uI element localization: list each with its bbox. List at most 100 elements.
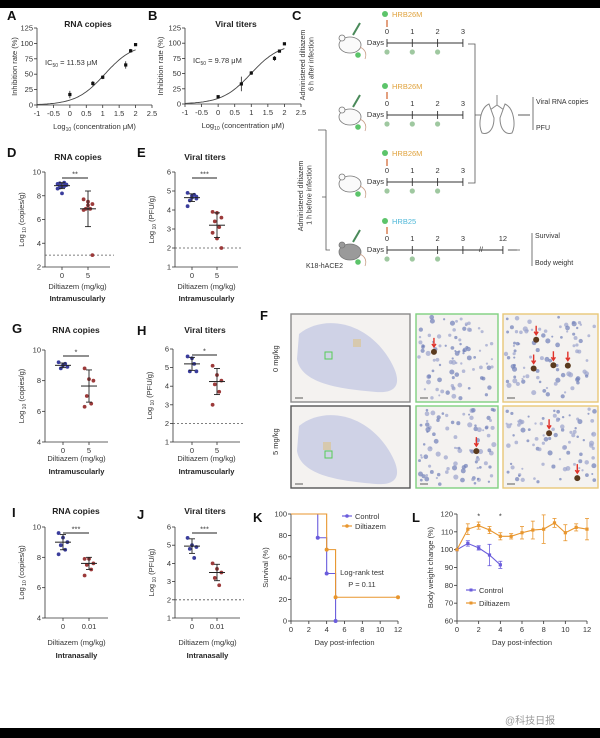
x-tick-label: 5 [87, 446, 91, 455]
yellow-roi-box [353, 339, 361, 347]
data-point [91, 81, 95, 86]
cell-nucleus [457, 448, 463, 454]
cell-nucleus [505, 409, 509, 413]
x-tick-label: 6 [520, 625, 524, 634]
y-axis-label-part: (copies/g) [17, 545, 26, 581]
cell-nucleus [490, 358, 493, 361]
cell-nucleus [487, 385, 492, 390]
cell-nucleus [435, 387, 439, 392]
cell-nucleus [425, 408, 429, 412]
mouse-icon [338, 229, 367, 267]
data-point [84, 563, 89, 567]
drug-dose-icon [409, 49, 415, 55]
ic50-annotation-part: IC [193, 56, 201, 65]
x-tick-label: -0.5 [47, 109, 60, 118]
significance-stars: * [203, 347, 206, 356]
chart-title: RNA copies [64, 19, 112, 29]
legend-label: Diltiazem [479, 599, 510, 608]
data-point [210, 230, 215, 235]
y-tick-label: 110 [441, 527, 453, 536]
chart-title: RNA copies [52, 506, 100, 516]
cell-nucleus [488, 465, 492, 469]
legend-label: Control [479, 586, 504, 595]
cell-nucleus [581, 469, 584, 472]
cell-nucleus [505, 379, 510, 384]
cell-nucleus [455, 319, 458, 323]
cell-nucleus [459, 342, 462, 346]
data-point [56, 531, 61, 535]
cell-nucleus [558, 325, 562, 329]
cell-nucleus [521, 377, 524, 380]
y-axis-label: Inhibition rate (%) [10, 37, 19, 96]
significance-star: * [499, 511, 502, 520]
cell-nucleus [538, 327, 542, 331]
cell-nucleus [451, 465, 458, 471]
cell-nucleus [460, 477, 465, 483]
data-point [509, 534, 513, 538]
chart-title: RNA copies [52, 325, 100, 335]
cell-nucleus [441, 412, 445, 415]
day-label: 2 [436, 166, 440, 175]
y-tick-label: 125 [20, 24, 33, 33]
cell-nucleus [426, 430, 429, 433]
cell-nucleus [541, 333, 546, 338]
x-tick-label: 1.5 [114, 109, 124, 118]
day-label: 3 [461, 234, 465, 243]
panel-f-histology: F 0 mg/kg 5 mg/kg [260, 308, 599, 489]
y-tick-label: 70 [445, 599, 453, 608]
cell-nucleus [556, 417, 560, 421]
day-label: 1 [410, 27, 414, 36]
panel-j: J Viral titers 1 2 3 4 5 6 0 0.01 Diltiazem (mg/kg… [137, 506, 244, 660]
cell-nucleus [506, 470, 510, 474]
red-arrow-icon [565, 351, 571, 362]
chart-title: Viral titers [184, 506, 226, 516]
cell-nucleus [525, 374, 530, 379]
data-point [82, 404, 87, 409]
cell-nucleus [536, 480, 540, 484]
cell-nucleus [454, 372, 460, 377]
x-tick-label: 4 [325, 625, 329, 634]
cell-nucleus [428, 464, 432, 468]
lung-icon [479, 95, 515, 134]
y-axis-label: Log 10 (copies/g) [17, 545, 28, 600]
cell-nucleus [560, 428, 565, 432]
cell-nucleus [486, 433, 491, 438]
data-point [210, 363, 215, 368]
cell-nucleus [526, 439, 530, 443]
x-tick-label: 0.01 [82, 622, 97, 631]
cell-nucleus [450, 346, 455, 350]
y-tick-label: 5 [167, 187, 171, 196]
drug-dose-icon [384, 121, 390, 127]
cell-nucleus [438, 482, 442, 486]
strain-label: HRB25 [392, 217, 416, 226]
virus-icon [382, 218, 388, 224]
cell-nucleus [559, 477, 562, 481]
cell-nucleus [521, 379, 526, 384]
row-label-0mg: 0 mg/kg [271, 345, 280, 372]
cell-nucleus [460, 468, 466, 474]
data-point [487, 528, 492, 532]
data-point [82, 556, 87, 561]
data-point [466, 527, 470, 531]
cell-nucleus [471, 477, 475, 482]
x-tick-label: 1 [249, 108, 253, 117]
cell-nucleus [419, 423, 423, 427]
data-point [57, 181, 62, 186]
route-label: Intranasally [187, 651, 230, 660]
y-tick-label: 100 [440, 545, 453, 554]
y-tick-label: 90 [445, 563, 453, 572]
y-tick-label: 75 [173, 54, 181, 63]
y-tick-label: 80 [445, 581, 453, 590]
cell-nucleus [432, 432, 436, 437]
cell-nucleus [536, 375, 540, 380]
data-point [124, 63, 128, 67]
cell-nucleus [425, 474, 429, 477]
ic50-annotation-part: = 9.78 μM [206, 56, 242, 65]
x-tick-label: 8 [360, 625, 364, 634]
panel-b: B Viral titers 0 25 50 75 100 125 -1 -0.5 0 0.5 1 1.5… [148, 8, 306, 132]
y-axis-label: Log 10 (PFU/g) [147, 548, 158, 596]
y-axis-label: Inhibition rate (%) [156, 36, 165, 95]
data-point [133, 43, 138, 47]
y-tick-label: 2 [167, 595, 171, 604]
mouse-tail [359, 185, 367, 199]
